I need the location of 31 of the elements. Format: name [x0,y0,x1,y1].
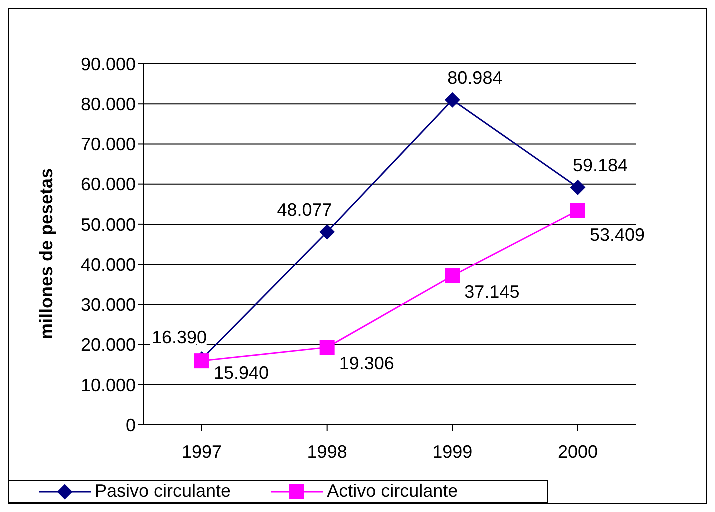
data-label: 15.940 [214,363,270,384]
data-label: 16.390 [152,327,207,348]
legend-label: Activo circulante [327,481,458,502]
y-tick-label: 0 [126,415,136,436]
y-tick-label: 70.000 [80,134,136,155]
x-tick-label: 1999 [432,442,473,462]
point [320,224,335,240]
x-tick-label: 1997 [182,442,222,462]
y-tick-label: 60.000 [80,174,136,195]
data-label: 48.077 [277,200,332,220]
x-tick-label: 1998 [307,442,348,462]
data-label: 37.145 [464,282,520,302]
data-label: 80.984 [448,68,503,88]
point [570,203,586,218]
data-label: 59.184 [573,156,628,176]
y-tick-label: 40.000 [80,254,136,275]
y-tick-label: 90.000 [80,54,136,74]
y-tick-label: 80.000 [80,94,136,114]
x-tick-label: 2000 [558,442,598,462]
y-tick-label: 10.000 [80,375,136,396]
point [445,268,460,284]
point [445,92,460,108]
data-label: 19.306 [339,354,394,374]
y-tick-label: 30.000 [80,295,136,316]
y-axis-title: millones de pesetas [36,168,56,340]
y-tick-label: 50.000 [80,214,136,235]
y-tick-label: 20.000 [80,335,136,356]
data-label: 53.409 [590,224,646,245]
point [320,340,335,356]
legend-label: Pasivo circulante [95,481,232,502]
point [570,180,586,196]
